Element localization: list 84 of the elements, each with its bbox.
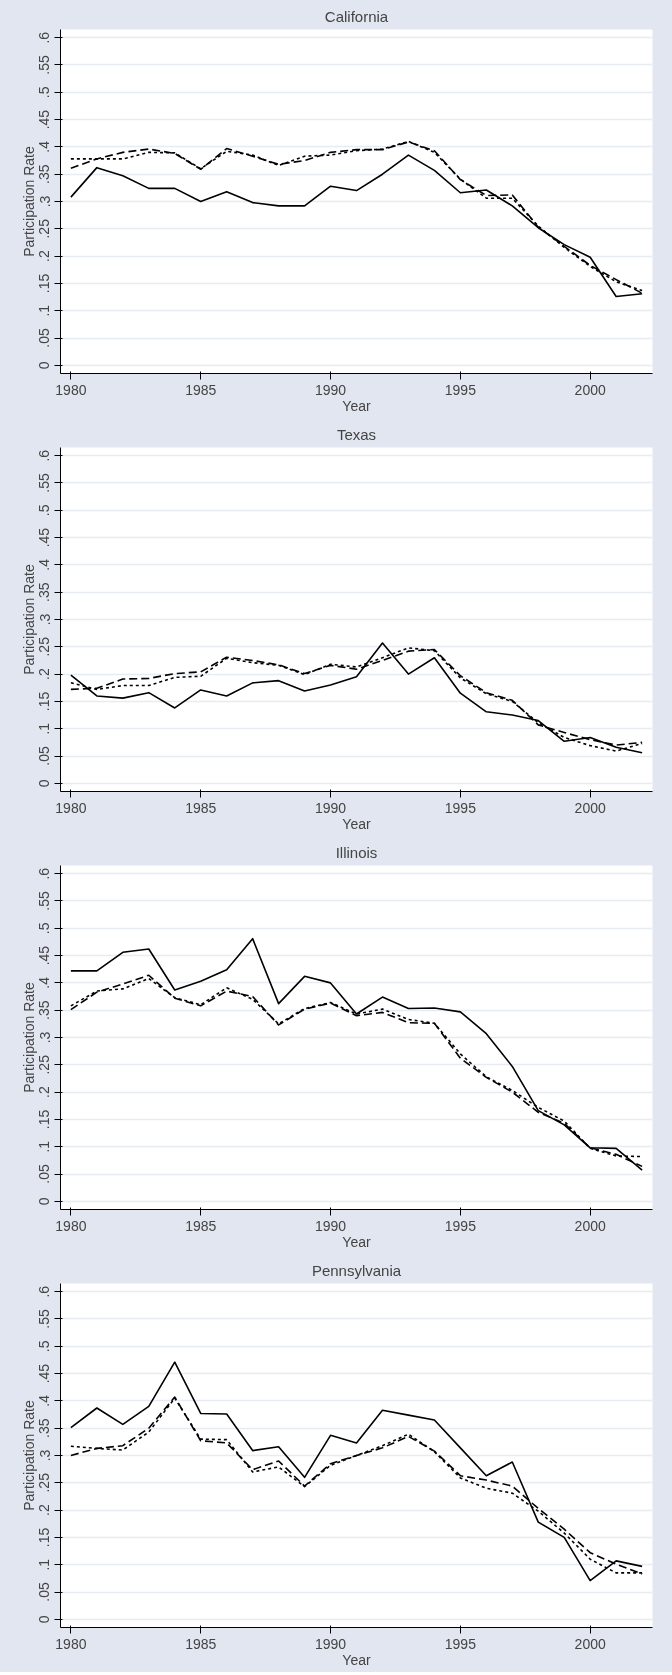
y-tick-label: .6 (36, 449, 53, 462)
x-tick-label: 1990 (314, 381, 347, 398)
y-tick-label: .2 (36, 1086, 53, 1098)
y-tick-label: .5 (36, 1340, 53, 1353)
y-tick-label: .5 (36, 86, 53, 99)
y-tick-label: .45 (36, 109, 53, 130)
x-tick-label: 1990 (314, 799, 347, 816)
y-tick-label: .3 (36, 613, 53, 626)
y-tick-label: .05 (36, 746, 53, 766)
y-tick-label: .15 (36, 1527, 53, 1548)
y-tick-label: .5 (36, 504, 53, 517)
x-tick-label: 2000 (574, 1635, 606, 1652)
y-tick-label: .6 (36, 1285, 53, 1298)
x-axis-title: Year (342, 1651, 371, 1668)
y-axis-title: Participation Rate (20, 146, 37, 257)
y-tick-label: .45 (36, 1363, 53, 1384)
y-tick-label: .05 (36, 1164, 53, 1184)
y-tick-label: .45 (36, 527, 53, 548)
y-tick-label: .35 (36, 164, 53, 184)
y-tick-label: .35 (36, 582, 53, 602)
y-tick-label: .05 (36, 328, 53, 348)
y-tick-label: .1 (36, 1140, 53, 1153)
x-tick-label: 1995 (444, 799, 477, 816)
y-tick-label: .2 (36, 1504, 53, 1516)
y-tick-label: .2 (36, 250, 53, 262)
y-axis-title: Participation Rate (20, 982, 37, 1093)
y-tick-label: .35 (36, 1000, 53, 1020)
x-tick-label: 1990 (314, 1635, 347, 1652)
x-tick-label: 1985 (185, 799, 217, 816)
y-tick-label: .15 (36, 1109, 53, 1130)
y-tick-label: .35 (36, 1418, 53, 1438)
x-tick-label: 2000 (574, 799, 606, 816)
y-tick-label: .5 (36, 922, 53, 935)
y-tick-label: .4 (36, 976, 53, 989)
y-tick-label: .3 (36, 1449, 53, 1462)
y-tick-label: .3 (36, 1031, 53, 1044)
y-tick-label: .25 (36, 636, 53, 657)
y-tick-label: 0 (36, 1615, 53, 1624)
x-tick-label: 1985 (185, 1217, 217, 1234)
y-tick-label: .55 (36, 891, 53, 911)
y-tick-label: 0 (36, 779, 53, 788)
y-tick-label: .15 (36, 691, 53, 712)
x-tick-label: 1980 (55, 799, 87, 816)
x-tick-label: 1980 (55, 381, 87, 398)
y-tick-label: .15 (36, 273, 53, 294)
x-tick-label: 2000 (574, 381, 606, 398)
chart-title: Texas (336, 425, 377, 443)
chart-title: California (324, 7, 389, 25)
x-tick-label: 2000 (574, 1217, 606, 1234)
y-axis-title: Participation Rate (20, 1400, 37, 1511)
y-tick-label: .1 (36, 1558, 53, 1571)
y-tick-label: .55 (36, 1309, 53, 1329)
x-tick-label: 1995 (444, 381, 477, 398)
y-tick-label: .1 (36, 304, 53, 317)
y-tick-label: .1 (36, 722, 53, 735)
y-tick-label: .6 (36, 867, 53, 880)
y-tick-label: .25 (36, 218, 53, 239)
y-tick-label: 0 (36, 361, 53, 370)
x-tick-label: 1980 (55, 1635, 87, 1652)
x-tick-label: 1990 (314, 1217, 347, 1234)
x-tick-label: 1995 (444, 1635, 477, 1652)
y-tick-label: .45 (36, 945, 53, 966)
y-axis-title: Participation Rate (20, 564, 37, 675)
x-axis-title: Year (342, 815, 371, 832)
x-tick-label: 1995 (444, 1217, 477, 1234)
y-tick-label: .4 (36, 558, 53, 571)
y-tick-label: .05 (36, 1582, 53, 1602)
y-tick-label: .55 (36, 473, 53, 493)
y-tick-label: .4 (36, 140, 53, 153)
y-tick-label: .25 (36, 1054, 53, 1075)
y-tick-label: 0 (36, 1197, 53, 1206)
x-tick-label: 1985 (185, 1635, 217, 1652)
chart-title: Illinois (335, 843, 378, 861)
y-tick-label: .2 (36, 668, 53, 680)
chart-title: Pennsylvania (311, 1261, 402, 1279)
y-tick-label: .25 (36, 1472, 53, 1493)
x-tick-label: 1980 (55, 1217, 87, 1234)
y-tick-label: .3 (36, 195, 53, 208)
x-tick-label: 1985 (185, 381, 217, 398)
y-tick-label: .6 (36, 31, 53, 44)
y-tick-label: .4 (36, 1394, 53, 1407)
x-axis-title: Year (342, 397, 371, 414)
x-axis-title: Year (342, 1233, 371, 1250)
y-tick-label: .55 (36, 55, 53, 75)
